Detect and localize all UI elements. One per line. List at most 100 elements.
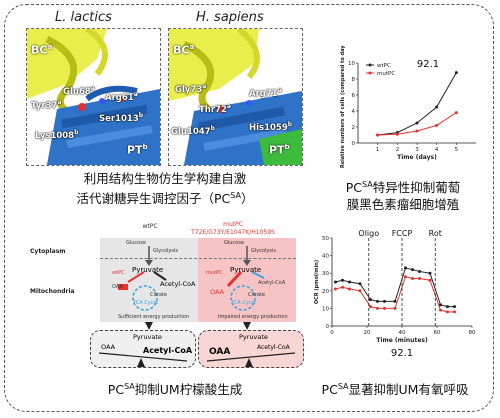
data-point	[383, 306, 386, 310]
y-tick-label: 2	[352, 125, 356, 131]
residue-label: Arg61a	[105, 91, 138, 103]
mut-acetyl-coa: Acetyl-CoA	[258, 280, 286, 286]
data-point	[404, 275, 407, 279]
caption-proliferation: PCSA特异性抑制葡萄 膜黑色素瘤细胞增殖	[345, 180, 461, 213]
legend-label: mutPC	[377, 71, 395, 77]
y-axis-label: Relative numbers of cells (compared to d…	[340, 45, 346, 168]
data-point	[348, 280, 351, 284]
x-axis-label: Time (days)	[397, 154, 437, 161]
data-point	[334, 287, 337, 291]
wt-glycolysis: Glycolysis	[153, 248, 178, 254]
x-tick-label: 80	[469, 330, 476, 336]
chain-label-bc: BCa	[31, 43, 53, 57]
balance-mut-acetyl-coa: Acetyl-CoA	[257, 344, 290, 351]
data-point	[395, 132, 399, 136]
data-point	[446, 310, 449, 314]
balance-wt-pyruvate: Pyruvate	[133, 333, 162, 341]
y-tick-label: 0	[352, 141, 356, 147]
y-tick-label: 4	[352, 109, 356, 115]
data-point	[376, 299, 379, 303]
data-point	[453, 310, 456, 314]
data-point	[369, 298, 372, 302]
caption-citrate: PCSA抑制UM柠檬酸生成	[107, 382, 243, 398]
residue-label: Ser1013b	[99, 112, 144, 124]
data-point	[428, 278, 432, 282]
pathway-header-mut: mutPC T72E/G73Y/E1047K/H1059S	[191, 221, 275, 236]
balance-mut-oaa: OAA	[209, 347, 231, 357]
protein-structure-illustration	[169, 29, 302, 165]
chart-title: 92.1	[391, 348, 413, 358]
chain-label-pt: PTb	[127, 143, 148, 157]
mut-glucose: Glucose	[224, 240, 244, 246]
data-point	[415, 129, 419, 133]
wt-oaa: OAA	[112, 284, 123, 290]
x-tick-label: 4	[435, 147, 439, 153]
injection-label: FCCP	[392, 229, 413, 238]
legend-marker	[368, 71, 372, 75]
data-point	[358, 289, 362, 293]
wt-tca: TCA Cycle	[133, 300, 158, 306]
data-point	[454, 71, 458, 75]
mut-pc-enzyme: mutPC	[206, 270, 223, 276]
mut-glycolysis: Glycolysis	[251, 248, 276, 254]
y-tick-label: 40	[322, 254, 329, 260]
caption-structures: 利用结构生物仿生学构建自激 活代谢糖异生调控因子（PCSA）	[76, 171, 254, 207]
mut-oaa: OAA	[210, 288, 225, 296]
residue-label: Tyr37a	[31, 99, 62, 111]
x-tick-label: 3	[415, 147, 419, 153]
x-tick-label: 60	[434, 330, 441, 336]
data-point	[341, 278, 344, 282]
pathway-header-wt: wtPC	[142, 223, 158, 230]
y-tick-label: 50	[322, 236, 329, 242]
data-point	[404, 266, 407, 270]
label-mitochondria: Mitochondria	[30, 288, 75, 295]
y-tick-label: 10	[348, 61, 355, 67]
data-point	[418, 276, 421, 280]
balance-box-mut: Pyruvate OAA Acetyl-CoA	[198, 330, 304, 368]
structure-panel-right: BCa PTb Gly73a Arg71a Thr72a Glu1047b Hi…	[168, 28, 303, 166]
y-tick-label: 20	[322, 289, 329, 295]
data-point	[411, 276, 414, 280]
data-point	[453, 305, 456, 309]
data-point	[418, 269, 421, 273]
data-point	[383, 299, 386, 303]
mut-citrate: Citrate	[248, 292, 265, 298]
outer-dashed-frame	[4, 4, 494, 412]
data-point	[334, 280, 337, 284]
residue-label: Glu68a	[63, 85, 95, 97]
data-point	[435, 105, 439, 109]
data-point	[435, 123, 439, 127]
data-point	[428, 271, 432, 275]
balance-wt-acetyl-coa: Acetyl-CoA	[143, 346, 193, 355]
wt-pc-enzyme: wtPC	[112, 270, 125, 276]
wt-result: Sufficient energy production	[118, 314, 189, 320]
wt-citrate: Citrate	[150, 292, 167, 298]
structure-title-left: L. lactics	[55, 10, 112, 25]
x-tick-label: 5	[455, 147, 459, 153]
data-point	[348, 287, 351, 291]
balance-box-wt: Pyruvate OAA Acetyl-CoA	[90, 330, 196, 368]
data-point	[341, 285, 344, 289]
data-point	[439, 303, 442, 307]
injection-label: Rot	[429, 229, 442, 238]
label-cytoplasm: Cytoplasm	[30, 248, 66, 255]
residue-label: Thr72a	[199, 103, 231, 115]
structure-panel-left: BCa PTb Glu68a Arg61a Tyr37a Ser1013b Ly…	[26, 28, 161, 166]
residue-label: His1059b	[249, 121, 293, 133]
balance-wt-oaa: OAA	[101, 343, 116, 351]
data-point	[376, 306, 379, 310]
result-arrows	[145, 322, 251, 330]
residue-label: Gly73a	[175, 83, 207, 95]
x-axis-label: Time (minutes)	[376, 337, 428, 344]
data-point	[411, 268, 414, 272]
y-tick-label: 30	[322, 271, 329, 277]
series-line	[377, 72, 457, 136]
legend-label: wtPC	[377, 63, 391, 69]
wt-acetyl-coa: Acetyl-CoA	[160, 280, 196, 288]
mut-tca: TCA Cycle	[231, 300, 256, 306]
mut-result: Impaired energy production	[218, 314, 288, 320]
data-point	[369, 305, 372, 309]
x-tick-label: 1	[376, 147, 380, 153]
x-tick-label: 20	[364, 330, 371, 336]
